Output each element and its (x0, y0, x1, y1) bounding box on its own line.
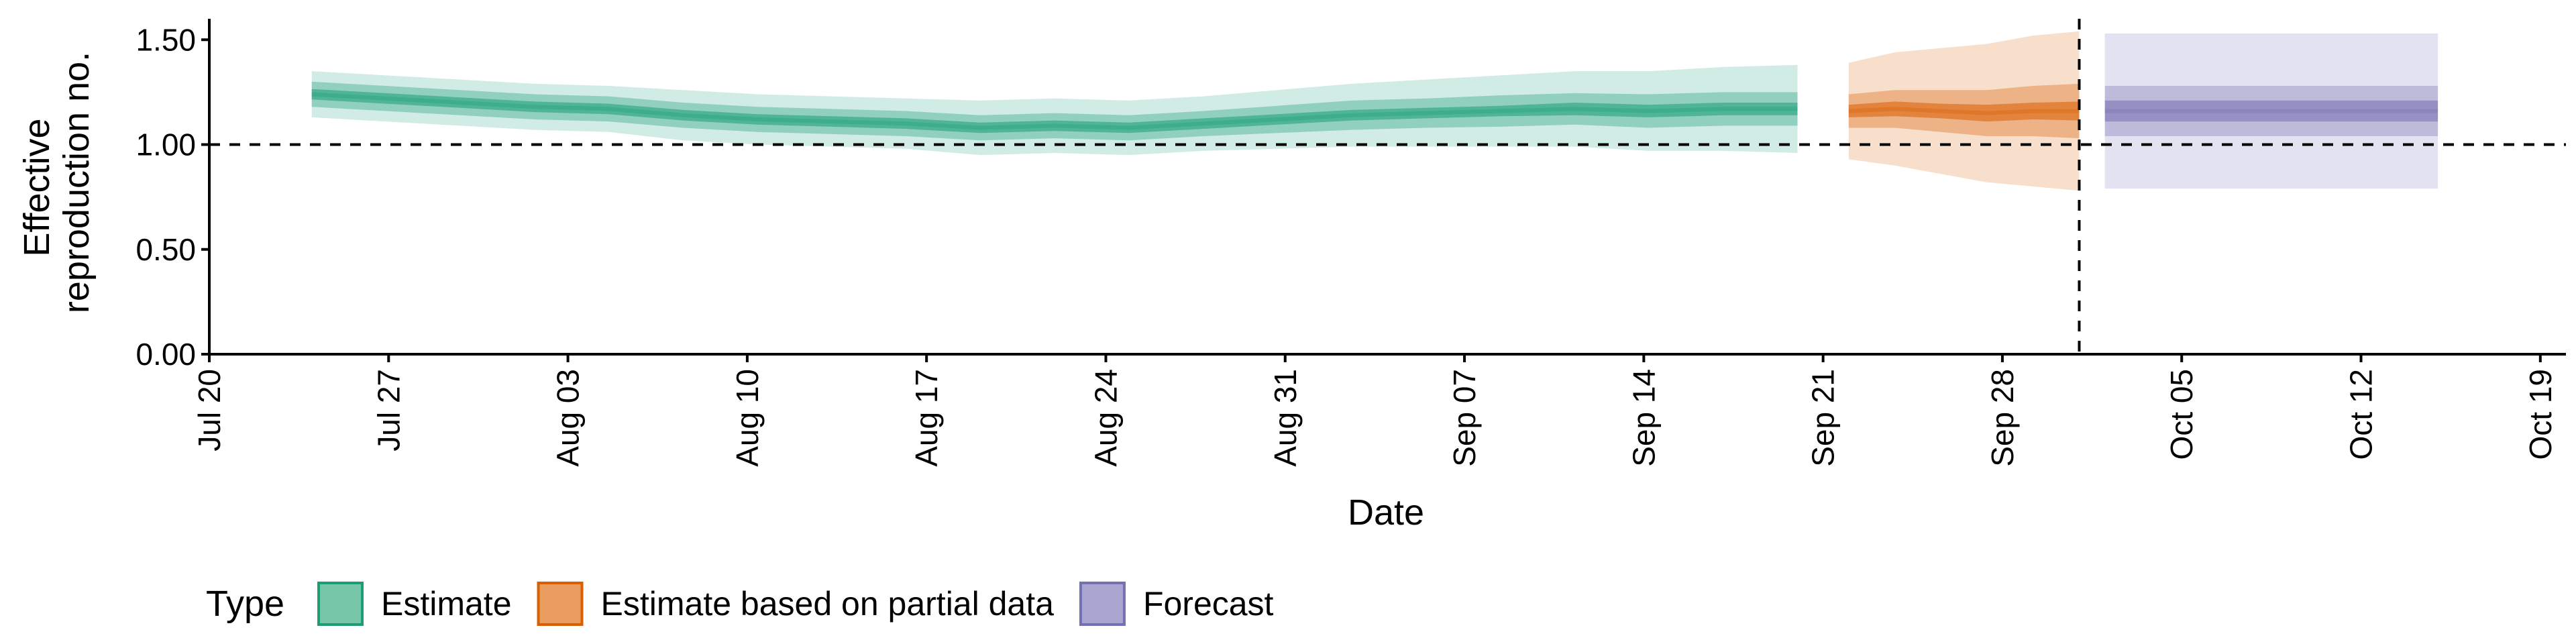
legend-key-forecast (1079, 582, 1126, 626)
y-tick-label: 0.00 (136, 337, 196, 372)
estimate-based-on-partial-data-band-inner (1848, 101, 2080, 122)
series-bands (311, 31, 2438, 191)
axis-labels: Date Effective reproduction no. (17, 52, 1424, 533)
x-tick-label: Oct 19 (2523, 369, 2558, 460)
legend-title: Type (206, 584, 284, 624)
x-tick-label: Aug 10 (730, 369, 765, 467)
x-tick-label: Sep 14 (1626, 369, 1661, 467)
x-tick-label: Oct 12 (2344, 369, 2379, 460)
y-tick-label: 1.50 (136, 22, 196, 57)
x-tick-label: Aug 17 (909, 369, 944, 467)
estimate-band-mid (311, 81, 1798, 141)
x-tick-label: Aug 31 (1268, 369, 1303, 467)
x-tick-label: Oct 05 (2164, 369, 2199, 460)
x-tick-label: Sep 28 (1985, 369, 2020, 467)
x-tick-label: Aug 03 (551, 369, 586, 467)
reference-lines (209, 19, 2566, 354)
y-tick-label: 1.00 (136, 127, 196, 162)
y-tick-label: 0.50 (136, 232, 196, 267)
x-axis-title: Date (1348, 492, 1424, 533)
x-tick-label: Aug 24 (1089, 369, 1124, 467)
estimate-median-line (311, 92, 1798, 130)
legend-label-estimate-based-on-partial-data: Estimate based on partial data (601, 585, 1055, 623)
forecast-band-inner (2104, 100, 2438, 122)
y-axis-title-line-2: reproduction no. (56, 52, 97, 313)
legend-label-forecast: Forecast (1143, 585, 1274, 623)
legend-label-estimate: Estimate (381, 585, 512, 623)
axes: 0.00 0.50 1.00 1.50 Jul 20 Jul 27 Aug 03 Aug 10… (136, 19, 2566, 467)
x-tick-label: Sep 07 (1447, 369, 1482, 467)
estimate-based-on-partial-data-median-line (1848, 107, 2080, 115)
x-tick-label: Sep 21 (1806, 369, 1841, 467)
estimate-band-outer (311, 64, 1798, 156)
y-axis-title: Effective reproduction no. (17, 52, 97, 313)
estimate-band-inner (311, 89, 1798, 133)
x-tick-label: Jul 20 (192, 369, 227, 451)
series-median-lines (311, 92, 2438, 130)
x-tick-label: Jul 27 (371, 369, 406, 451)
legend-key-estimate-based-on-partial-data (537, 582, 584, 626)
y-axis-title-line-1: Effective (17, 118, 57, 256)
legend: Type Estimate Estimate based on partial d… (206, 582, 1274, 626)
legend-key-estimate (317, 582, 364, 626)
